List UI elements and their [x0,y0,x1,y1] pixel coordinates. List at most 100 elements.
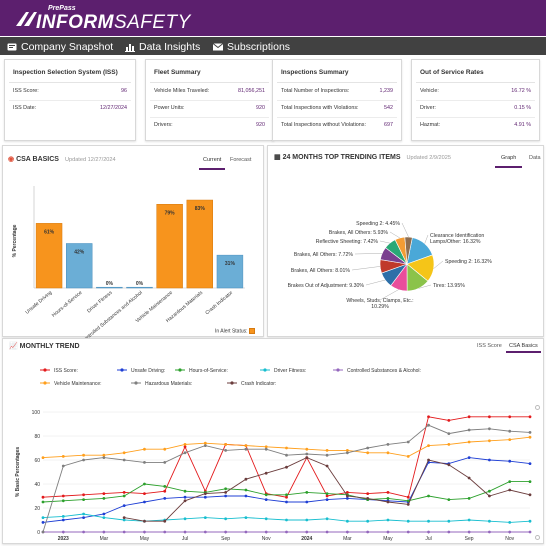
series-point[interactable] [325,449,329,452]
series-point[interactable] [528,435,532,439]
series-point[interactable] [82,453,85,457]
series-point[interactable] [82,530,85,534]
series-point[interactable] [264,517,268,521]
series-point[interactable] [82,493,85,497]
series-point[interactable] [163,485,167,488]
series-point[interactable] [163,497,167,500]
series-point[interactable] [102,516,106,519]
series-point[interactable] [366,492,370,495]
series-point[interactable] [406,495,410,499]
series-point[interactable] [467,476,471,480]
series-point[interactable] [244,444,248,447]
series-point[interactable] [528,462,532,465]
series-point[interactable] [386,443,390,446]
series-point[interactable] [244,488,248,492]
series-point[interactable] [345,494,349,498]
series-point[interactable] [203,492,207,495]
series-point[interactable] [102,453,106,457]
csa-bar[interactable] [96,286,123,289]
series-point[interactable] [183,445,187,449]
series-point[interactable] [528,431,532,434]
series-point[interactable] [447,432,451,435]
series-point[interactable] [285,500,288,504]
series-point[interactable] [488,458,491,462]
series-point[interactable] [386,518,390,522]
series-point[interactable] [143,447,146,451]
legend-series-label[interactable]: Controlled Substances & Alcohol: [347,368,421,374]
series-point[interactable] [285,453,288,457]
series-point[interactable] [224,487,228,491]
series-point[interactable] [203,444,207,447]
series-point[interactable] [447,443,451,446]
series-point[interactable] [41,495,45,499]
inform-safety-logo[interactable]: PrePass INFORMSAFETY [8,3,208,33]
series-point[interactable] [224,443,228,446]
legend-series-label[interactable]: Vehicle Maintenance: [54,381,102,387]
series-point[interactable] [183,489,187,493]
series-point[interactable] [447,419,451,422]
series-point[interactable] [224,530,228,534]
series-point[interactable] [143,519,146,523]
series-point[interactable] [488,519,491,523]
series-point[interactable] [488,494,491,498]
series-point[interactable] [264,471,268,475]
series-point[interactable] [345,451,349,455]
csa-bar[interactable] [186,199,213,289]
series-point[interactable] [143,530,146,534]
series-point[interactable] [203,495,207,499]
series-point[interactable] [203,441,207,445]
series-point[interactable] [285,518,288,522]
series-point[interactable] [427,530,430,534]
series-point[interactable] [386,530,390,534]
series-point[interactable] [467,440,471,444]
legend-series-label[interactable]: Crash Indicator: [241,381,276,387]
series-point[interactable] [264,498,268,501]
series-point[interactable] [508,415,512,419]
series-point[interactable] [488,415,491,419]
series-point[interactable] [122,516,126,519]
series-point[interactable] [264,445,268,449]
series-point[interactable] [488,530,491,534]
series-point[interactable] [82,512,85,516]
series-point[interactable] [386,451,390,455]
series-point[interactable] [82,458,85,462]
series-point[interactable] [406,499,410,503]
series-point[interactable] [224,449,228,452]
series-point[interactable] [406,440,410,444]
series-point[interactable] [122,491,126,494]
series-point[interactable] [285,446,288,450]
nav-data-insights[interactable]: Data Insights [125,40,200,53]
series-point[interactable] [264,530,268,534]
series-point[interactable] [305,491,309,494]
series-point[interactable] [102,512,106,516]
series-point[interactable] [366,519,370,523]
series-point[interactable] [102,530,106,534]
series-point[interactable] [183,451,187,455]
series-point[interactable] [528,480,532,483]
series-point[interactable] [386,500,390,504]
series-point[interactable] [61,530,65,534]
nav-subscriptions[interactable]: Subscriptions [213,40,290,53]
series-point[interactable] [427,423,430,427]
series-point[interactable] [325,453,329,457]
series-point[interactable] [345,530,349,534]
chart-scroll-handle-bottom[interactable] [535,535,540,540]
series-point[interactable] [143,492,146,495]
series-point[interactable] [305,452,309,456]
series-point[interactable] [345,449,349,452]
series-point[interactable] [508,521,512,524]
series-point[interactable] [447,519,451,523]
series-point[interactable] [183,443,187,446]
series-point[interactable] [163,461,167,464]
chart-scroll-handle-top[interactable] [535,405,540,410]
series-point[interactable] [508,488,512,492]
series-point[interactable] [406,503,410,506]
series-point[interactable] [163,489,167,493]
series-point[interactable] [447,498,451,501]
legend-series-label[interactable]: ISS Score: [54,368,78,374]
series-point[interactable] [325,464,329,468]
tab-csa-basics[interactable]: CSA Basics [509,343,538,349]
csa-bar[interactable] [35,223,63,289]
series-point[interactable] [285,465,288,469]
series-point[interactable] [285,493,288,497]
